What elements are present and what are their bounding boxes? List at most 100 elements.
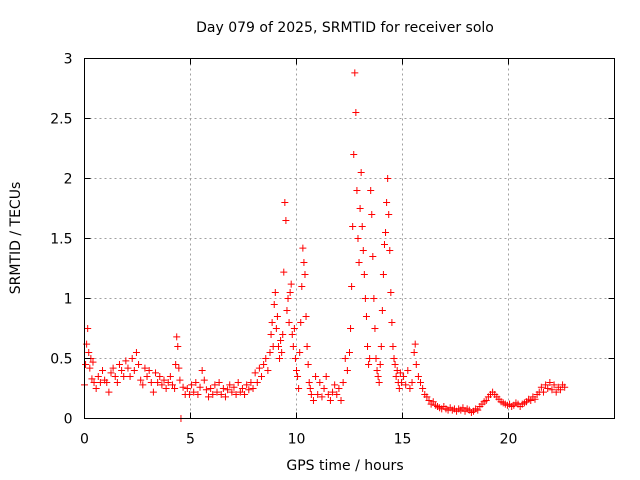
data-point (404, 367, 412, 374)
data-point (99, 367, 107, 374)
data-point (198, 367, 206, 374)
data-point (137, 376, 145, 384)
data-point (267, 331, 275, 338)
x-tick-label: 5 (186, 432, 195, 448)
data-point (253, 379, 261, 386)
data-point (358, 223, 366, 230)
data-point (561, 383, 569, 391)
data-point (294, 373, 302, 380)
data-point (355, 259, 363, 266)
data-point (552, 388, 560, 396)
data-point (414, 373, 422, 380)
data-point (298, 283, 306, 290)
data-points (81, 69, 569, 422)
data-point (356, 205, 364, 212)
data-point (135, 361, 143, 368)
data-point (192, 379, 200, 386)
data-point (272, 325, 280, 332)
x-tick-label: 15 (394, 432, 412, 448)
data-point (385, 211, 393, 218)
data-point (124, 364, 132, 372)
data-point (295, 385, 303, 392)
data-point (84, 325, 92, 332)
data-point (168, 381, 176, 389)
data-point (392, 373, 400, 380)
data-point (282, 217, 290, 224)
data-point (339, 379, 347, 386)
data-point (378, 307, 386, 314)
data-point (160, 376, 168, 384)
data-point (333, 391, 341, 398)
data-point (230, 383, 238, 391)
data-point (372, 355, 380, 362)
data-point (343, 367, 351, 374)
data-point (301, 271, 309, 278)
data-point (122, 357, 130, 365)
data-point (362, 313, 370, 320)
data-point (419, 385, 427, 392)
data-point (90, 379, 98, 386)
data-point (215, 379, 223, 386)
data-point (274, 343, 282, 350)
data-point (324, 391, 332, 398)
data-point (375, 379, 383, 386)
data-point (185, 391, 193, 398)
data-point (318, 393, 326, 401)
data-point (175, 364, 183, 372)
data-point (389, 343, 397, 350)
data-point (293, 367, 300, 374)
data-point (387, 289, 395, 296)
data-point (236, 388, 244, 396)
data-point (341, 355, 349, 362)
data-point (285, 319, 293, 326)
data-point (164, 379, 172, 386)
data-point (527, 397, 535, 404)
data-point (326, 397, 334, 404)
data-point (205, 393, 213, 401)
data-point (544, 385, 552, 392)
data-point (232, 391, 240, 398)
data-point (384, 175, 392, 182)
y-axis-label: SRMTID / TECUs (8, 182, 24, 295)
data-point (247, 379, 255, 386)
data-point (271, 289, 279, 296)
data-point (243, 381, 251, 389)
data-point (172, 361, 180, 368)
data-point (281, 199, 289, 206)
data-point (130, 367, 138, 374)
data-point (279, 331, 287, 338)
data-point (412, 361, 420, 368)
data-point (329, 388, 337, 396)
data-point (270, 301, 278, 308)
data-point (162, 385, 170, 392)
data-point (262, 355, 270, 362)
data-point (82, 361, 90, 368)
data-point (367, 187, 375, 194)
data-point (359, 247, 367, 254)
data-point (283, 307, 291, 314)
data-point (537, 383, 545, 391)
data-point (307, 391, 315, 398)
data-point (406, 385, 414, 392)
data-point (371, 325, 379, 332)
data-point (154, 379, 162, 386)
y-tick-label: 0.5 (50, 352, 72, 368)
data-point (245, 386, 253, 394)
data-point (548, 386, 556, 394)
data-point (258, 373, 266, 380)
data-point (92, 385, 100, 392)
data-point (531, 395, 539, 403)
data-point (255, 364, 263, 372)
data-point (85, 349, 93, 356)
data-point (482, 397, 490, 404)
data-point (264, 367, 272, 374)
data-point (241, 391, 249, 398)
y-tick-label: 1.5 (50, 232, 72, 248)
data-point (249, 385, 257, 392)
data-point (207, 385, 215, 392)
data-point (376, 361, 384, 368)
data-point (337, 397, 345, 404)
data-point (346, 349, 353, 356)
data-point (391, 361, 399, 368)
data-point (320, 385, 328, 392)
